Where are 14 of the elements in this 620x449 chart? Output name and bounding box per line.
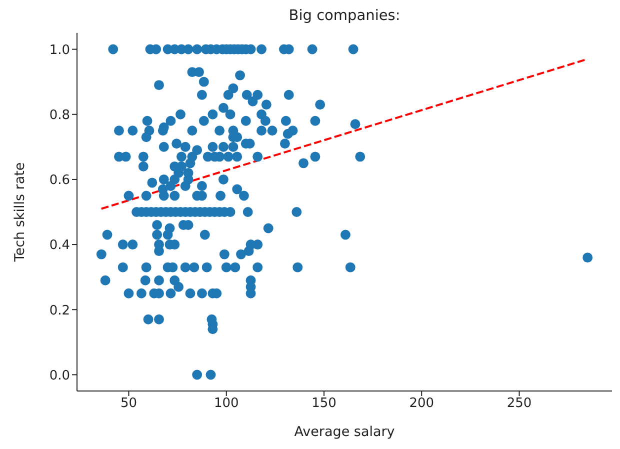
x-tick-label: 200 [409,396,434,412]
y-tick-label: 0.6 [49,173,70,188]
y-tick-label: 0.0 [49,368,70,384]
y-axis-title: Tech skills rate [12,162,28,263]
y-tick-label: 1.0 [49,42,70,58]
x-axis-title: Average salary [294,424,395,440]
x-tick-label: 150 [312,396,336,412]
x-tick-label: 50 [120,396,138,412]
y-tick-label: 0.8 [49,108,70,123]
y-tick-label: 0.4 [49,238,70,254]
chart-title: Big companies: [288,7,402,25]
x-tick-label: 250 [506,396,532,412]
y-tick-label: 0.2 [49,303,70,318]
x-tick-label: 100 [214,396,239,412]
